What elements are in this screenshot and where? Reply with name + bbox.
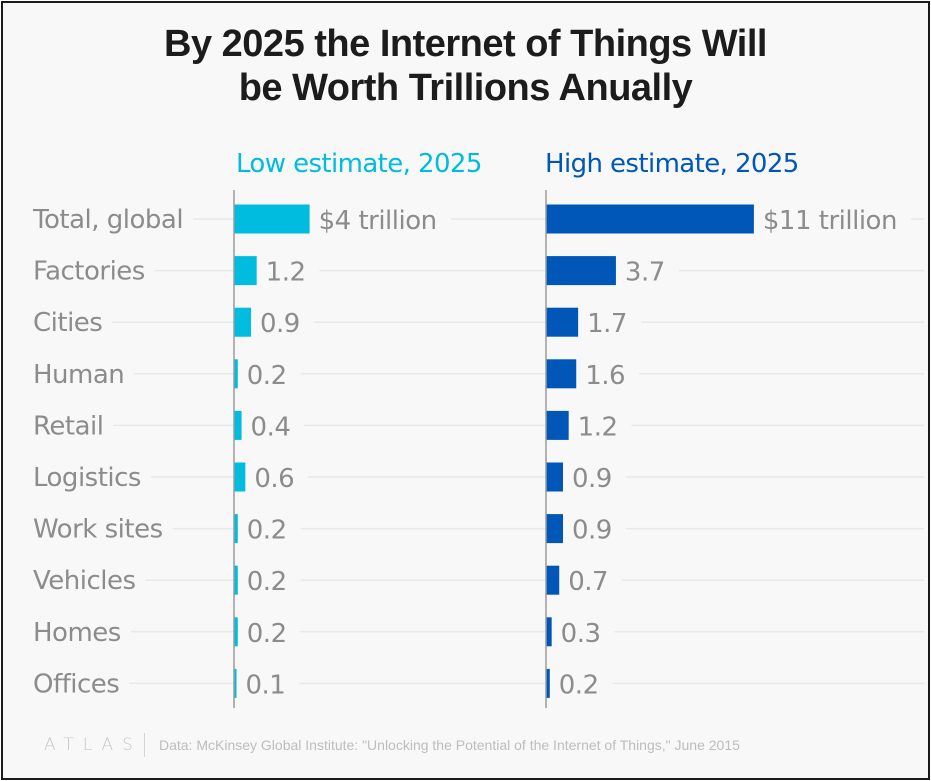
bar-high — [546, 462, 564, 492]
bar-high — [546, 204, 754, 234]
bar-high — [546, 307, 579, 337]
bar-low — [234, 359, 238, 389]
value-label: $11 trillion — [763, 206, 897, 236]
bar-low — [234, 668, 237, 698]
value-label: 0.7 — [568, 567, 608, 597]
value-label: 1.2 — [578, 412, 618, 442]
bar-low — [234, 256, 257, 286]
bar-low — [234, 514, 238, 544]
bar-low — [234, 462, 246, 492]
value-label: 0.6 — [254, 464, 294, 494]
value-label: 0.2 — [247, 516, 287, 546]
bar-low — [234, 204, 310, 234]
bar-high — [546, 514, 564, 544]
value-label: 0.3 — [561, 619, 601, 649]
value-label: 0.2 — [247, 619, 287, 649]
category-label: Retail — [33, 411, 103, 441]
value-label: $4 trillion — [319, 206, 437, 236]
value-label: 0.9 — [260, 309, 300, 339]
value-label: 1.7 — [587, 309, 627, 339]
chart-title: By 2025 the Internet of Things Will be W… — [0, 22, 931, 110]
value-label: 0.2 — [247, 567, 287, 597]
bar-high — [546, 617, 552, 647]
value-label: 0.1 — [246, 670, 286, 700]
category-label: Total, global — [32, 205, 183, 235]
chart-title-line-1: By 2025 the Internet of Things Will — [164, 23, 767, 65]
value-label: 0.2 — [559, 670, 599, 700]
category-label: Offices — [33, 669, 119, 699]
atlas-logo: ATLAS — [44, 735, 142, 755]
category-label: Cities — [33, 308, 102, 338]
value-label: 0.2 — [247, 361, 287, 391]
chart-title-line-2: be Worth Trillions Anually — [238, 67, 693, 109]
bar-high — [546, 256, 616, 286]
category-label: Factories — [33, 257, 145, 287]
bar-low — [234, 565, 238, 595]
bar-high — [546, 565, 560, 595]
bar-high — [546, 410, 569, 440]
value-label: 1.2 — [266, 258, 306, 288]
category-label: Vehicles — [33, 566, 136, 596]
bar-low — [234, 617, 238, 647]
category-label: Work sites — [33, 515, 163, 545]
bar-low — [234, 307, 252, 337]
source-note: Data: McKinsey Global Institute: "Unlock… — [158, 737, 740, 753]
category-label: Logistics — [33, 463, 141, 493]
value-label: 3.7 — [625, 258, 665, 288]
bar-high — [546, 668, 550, 698]
value-label: 0.9 — [572, 464, 612, 494]
value-label: 0.9 — [572, 516, 612, 546]
value-label: 0.4 — [251, 412, 291, 442]
category-label: Human — [33, 360, 124, 390]
bar-low — [234, 410, 242, 440]
category-label: Homes — [33, 618, 121, 648]
value-label: 1.6 — [585, 361, 625, 391]
footer-separator — [143, 733, 145, 757]
bar-high — [546, 359, 577, 389]
legend-high-estimate: High estimate, 2025 — [545, 149, 799, 179]
footer: ATLAS Data: McKinsey Global Institute: "… — [44, 733, 740, 757]
legend-low-estimate: Low estimate, 2025 — [236, 149, 482, 179]
